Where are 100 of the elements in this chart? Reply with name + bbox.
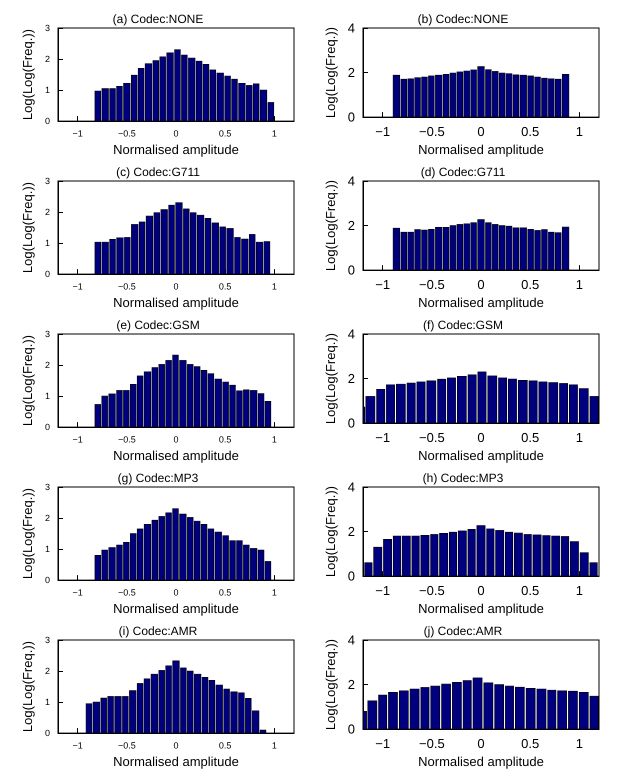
- y-tick-label: 0: [44, 575, 50, 586]
- y-axis-title: Log(Log(Freq.)): [20, 335, 36, 426]
- y-tick-label: 1: [44, 391, 50, 402]
- y-tick-label: 2: [348, 677, 355, 692]
- x-tick-label: −0.5: [118, 282, 136, 292]
- y-tick-label: 4: [348, 480, 355, 494]
- x-tick-label: 0: [477, 430, 485, 446]
- x-tick-label: −1: [375, 277, 390, 292]
- x-tick-label: 0: [477, 583, 485, 598]
- y-tick-label: 0: [348, 110, 355, 125]
- x-tick-label: −1: [72, 128, 83, 139]
- x-axis-title: Normalised amplitude: [418, 754, 544, 769]
- y-tick-label: 0: [348, 722, 355, 737]
- y-tick-label: 4: [348, 632, 355, 648]
- y-tick-label: 3: [44, 329, 50, 339]
- x-tick-label: −0.5: [118, 740, 136, 751]
- chart-title: (f) Codec:GSM: [422, 318, 504, 332]
- chart-title: (e) Codec:GSM: [116, 318, 200, 332]
- x-axis-title: Normalised amplitude: [113, 295, 239, 310]
- y-axis-title: Log(Log(Freq.)): [20, 488, 36, 580]
- x-tick-label: −0.5: [418, 430, 445, 446]
- x-tick-label: 1: [576, 124, 583, 140]
- x-tick-label: 0: [173, 588, 179, 598]
- x-tick-label: 1: [272, 740, 277, 751]
- x-axis-title: Normalised amplitude: [113, 754, 239, 769]
- x-tick-label: 0: [173, 128, 179, 139]
- x-tick-label: −0.5: [418, 583, 445, 598]
- x-tick-label: 1: [576, 736, 583, 752]
- y-tick-label: 2: [44, 54, 50, 64]
- x-tick-label: −1: [375, 430, 390, 446]
- x-tick-label: 0.5: [218, 128, 232, 139]
- y-tick-label: 0: [348, 416, 355, 431]
- x-axis-title: Normalised amplitude: [418, 448, 544, 463]
- y-tick-label: 1: [44, 85, 50, 96]
- y-tick-label: 2: [348, 65, 355, 80]
- x-tick-label: 0.5: [521, 277, 540, 292]
- x-tick-label: 1: [576, 430, 583, 446]
- y-axis-title: Log(Log(Freq.)): [322, 333, 338, 424]
- x-tick-label: 0: [477, 736, 485, 752]
- y-axis-title: Log(Log(Freq.)): [322, 639, 338, 730]
- x-tick-label: 0.5: [521, 124, 540, 140]
- y-tick-label: 1: [44, 544, 50, 554]
- y-tick-label: 2: [348, 371, 355, 386]
- y-tick-label: 0: [348, 568, 355, 584]
- x-tick-label: 0: [173, 740, 179, 751]
- chart-title: (a) Codec:NONE: [112, 12, 204, 26]
- y-tick-label: 2: [44, 666, 50, 676]
- y-tick-label: 2: [348, 218, 355, 234]
- x-axis-title: Normalised amplitude: [113, 601, 239, 616]
- y-tick-label: 3: [44, 23, 50, 33]
- chart-title: (b) Codec:NONE: [418, 12, 508, 26]
- y-axis-title: Log(Log(Freq.)): [20, 29, 36, 120]
- x-tick-label: 1: [272, 282, 277, 292]
- x-axis-title: Normalised amplitude: [418, 601, 544, 616]
- y-axis-title: Log(Log(Freq.)): [322, 486, 338, 578]
- chart-title: (j) Codec:AMR: [424, 624, 503, 638]
- x-tick-label: 1: [576, 277, 583, 292]
- x-tick-label: 0: [173, 434, 179, 445]
- x-tick-label: 1: [272, 588, 277, 598]
- chart-title: (d) Codec:G711: [420, 165, 506, 179]
- x-tick-label: −0.5: [418, 736, 445, 752]
- y-tick-label: 0: [44, 728, 50, 738]
- y-tick-label: 4: [348, 174, 355, 188]
- y-tick-label: 3: [44, 176, 50, 186]
- y-axis-title: Log(Log(Freq.)): [322, 27, 338, 118]
- x-axis-title: Normalised amplitude: [113, 448, 239, 463]
- x-tick-label: 1: [576, 583, 583, 598]
- x-tick-label: −0.5: [418, 124, 445, 140]
- y-tick-label: 2: [44, 513, 50, 524]
- y-tick-label: 1: [44, 697, 50, 708]
- y-tick-label: 0: [348, 262, 355, 278]
- y-tick-label: 2: [44, 207, 50, 218]
- x-tick-label: −1: [375, 736, 390, 752]
- y-tick-label: 4: [348, 326, 355, 342]
- x-tick-label: 0.5: [218, 740, 232, 751]
- x-tick-label: 0: [477, 124, 485, 140]
- x-tick-label: −0.5: [118, 128, 136, 139]
- x-tick-label: 0: [477, 277, 485, 292]
- x-tick-label: 0.5: [218, 588, 232, 598]
- x-tick-label: 1: [272, 434, 277, 445]
- chart-title: (g) Codec:MP3: [118, 471, 199, 485]
- x-axis-title: Normalised amplitude: [418, 142, 544, 157]
- x-tick-label: 0: [173, 282, 179, 292]
- x-axis-title: Normalised amplitude: [113, 142, 239, 157]
- x-tick-label: −1: [72, 282, 83, 292]
- x-tick-label: 0.5: [521, 430, 540, 446]
- chart-title: (h) Codec:MP3: [422, 471, 504, 485]
- y-tick-label: 0: [44, 422, 50, 432]
- x-tick-label: 0.5: [218, 434, 232, 445]
- x-tick-label: −1: [375, 583, 390, 598]
- y-tick-label: 0: [44, 269, 50, 280]
- x-tick-label: 0.5: [218, 282, 232, 292]
- x-tick-label: −0.5: [118, 588, 136, 598]
- x-tick-label: −1: [72, 434, 83, 445]
- x-tick-label: −0.5: [118, 434, 136, 445]
- y-tick-label: 2: [348, 524, 355, 540]
- x-tick-label: 0.5: [521, 736, 540, 752]
- y-axis-title: Log(Log(Freq.)): [20, 641, 36, 732]
- x-tick-label: −0.5: [418, 277, 445, 292]
- x-tick-label: −1: [375, 124, 390, 140]
